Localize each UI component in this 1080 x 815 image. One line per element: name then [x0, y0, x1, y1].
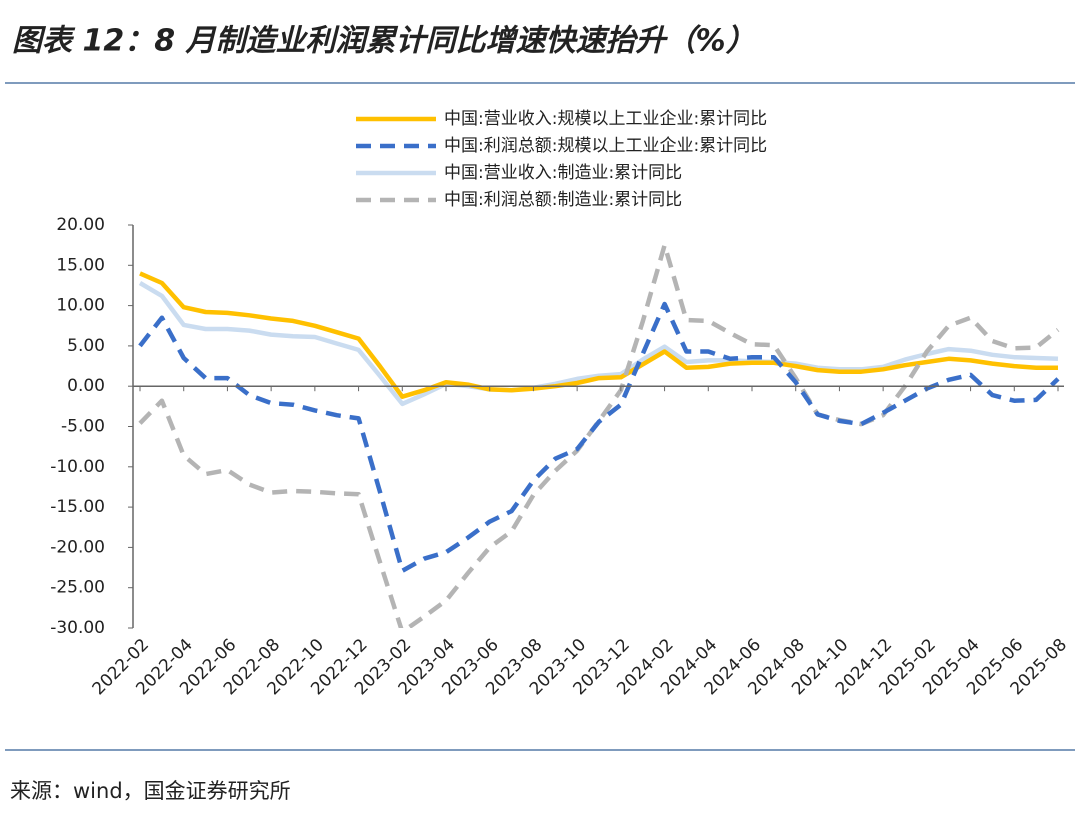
y-tick-label: -10.00: [50, 457, 105, 477]
line-series: [139, 271, 1058, 399]
source: 来源：wind，国金证券研究所: [10, 779, 291, 803]
legend-label: 中国:利润总额:规模以上工业企业:累计同比: [444, 136, 767, 156]
y-tick-label: -5.00: [61, 417, 105, 437]
line-series: [138, 242, 1060, 628]
y-tick-label: 0.00: [67, 376, 105, 396]
y-tick-label: 15.00: [56, 255, 105, 275]
y-tick-label: 20.00: [56, 215, 105, 235]
y-tick-label: 10.00: [56, 296, 105, 316]
y-tick-label: -25.00: [50, 578, 105, 598]
y-tick-label: -15.00: [50, 497, 105, 517]
legend-label: 中国:营业收入:规模以上工业企业:累计同比: [444, 109, 767, 129]
legend-label: 中国:利润总额:制造业:累计同比: [444, 190, 682, 210]
y-tick-label: 5.00: [67, 336, 105, 356]
line-series: [138, 281, 1059, 407]
legend-label: 中国:营业收入:制造业:累计同比: [444, 163, 682, 183]
line-series: [138, 301, 1060, 574]
y-tick-label: -30.00: [50, 618, 105, 638]
y-tick-label: -20.00: [50, 537, 105, 557]
chart-title: 图表 12：8 月制造业利润累计同比增速快速抬升（%）: [12, 24, 756, 59]
